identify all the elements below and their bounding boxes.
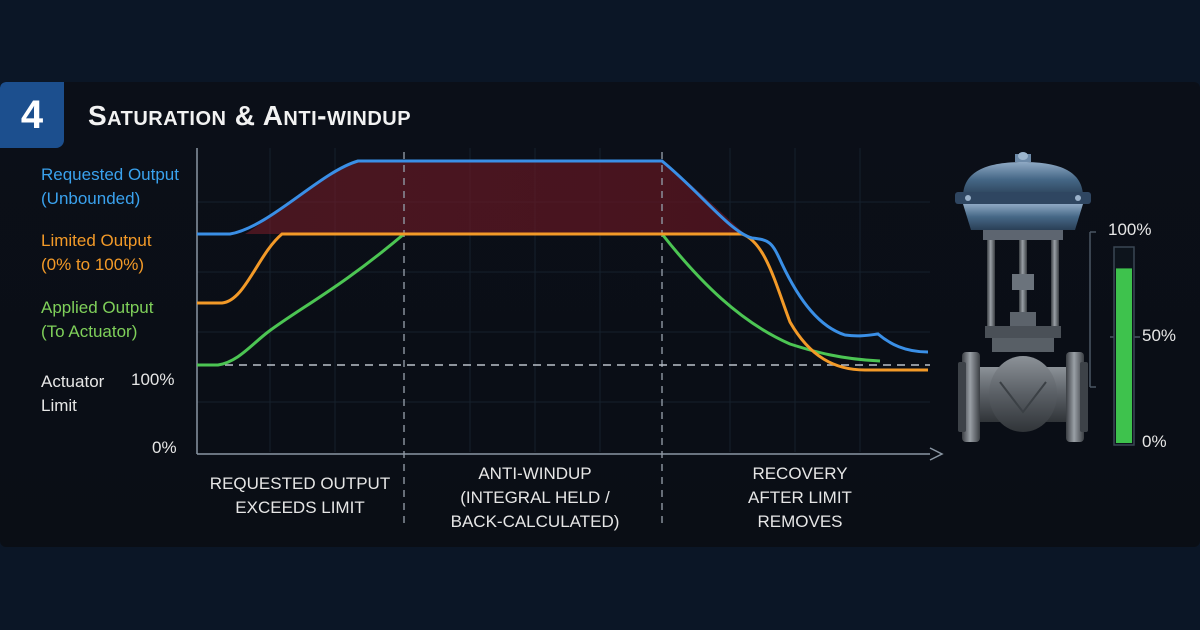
valve-position-gauge [1089,231,1140,446]
phase-line: Recovery [752,464,848,483]
gauge-label-50: 50% [1142,326,1177,345]
requested-output-line [197,159,929,354]
legend-sublabel: (To Actuator) [41,322,138,341]
legend-label: Applied Output [41,298,154,317]
y-tick-0: 0% [152,438,177,457]
legend-sublabel: (0% to 100%) [41,255,144,274]
legend-label: Requested Output [41,165,179,184]
x-axis-arrow [929,447,944,461]
legend-applied-output: Applied Output (To Actuator) [41,296,153,344]
phase-label-anti-windup: Anti-windup (Integral held / back-calcul… [410,462,660,534]
gauge-label-100: 100% [1108,220,1152,239]
phase-line: Requested Output [209,474,391,493]
phase-line: After limit [748,488,852,507]
windup-area [245,161,745,234]
phase-line: removes [757,512,843,531]
y-tick-100: 100% [131,370,175,389]
gauge-fill [1116,268,1132,443]
control-valve-illustration [955,152,1091,442]
step-badge: 4 [0,82,64,148]
phase-label-recovery: Recovery After limit removes [700,462,900,534]
legend-sublabel: (Unbounded) [41,189,141,208]
limited-output-line [197,232,928,372]
legend-label: Actuator [41,372,105,391]
gauge-label-0: 0% [1142,432,1167,451]
phase-line: Anti-windup [478,464,592,483]
legend-limited-output: Limited Output (0% to 100%) [41,229,152,277]
legend-requested-output: Requested Output (Unbounded) [41,163,179,211]
phase-line: Exceeds Limit [235,498,365,517]
phase-label-exceeds-limit: Requested Output Exceeds Limit [200,472,400,520]
legend-actuator-limit: Actuator Limit [41,370,104,418]
phase-line: (Integral held / [460,488,610,507]
page-title: Saturation & Anti-windup [88,100,412,131]
diagram-card: 4 Saturation & Anti-windup Requested Out… [0,82,1200,547]
diagram-canvas [196,148,1140,527]
legend-sublabel: Limit [41,396,77,415]
legend-label: Limited Output [41,231,152,250]
phase-line: back-calculated) [450,512,620,531]
